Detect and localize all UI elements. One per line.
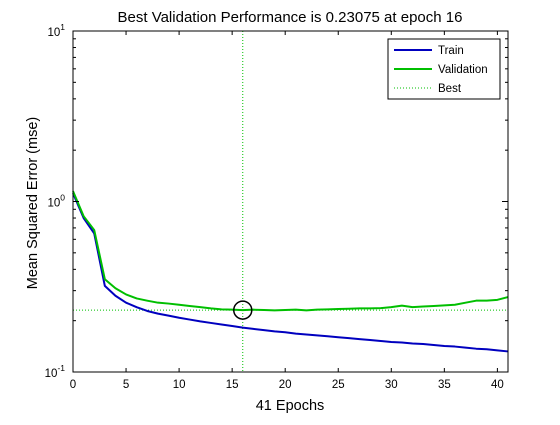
legend-label-best: Best — [438, 83, 462, 95]
y-ticks: 10-1 100 101 — [45, 22, 508, 380]
series-lines — [72, 190, 509, 353]
x-tick-label: 15 — [226, 379, 239, 391]
x-tick-label: 20 — [279, 379, 292, 391]
series-line-validation — [72, 190, 509, 312]
y-tick-label: 101 — [47, 22, 65, 39]
x-tick-label: 5 — [123, 379, 129, 391]
legend-label-train: Train — [438, 45, 464, 57]
best-marker-circle — [233, 300, 253, 320]
x-tick-label: 25 — [332, 379, 345, 391]
best-marker-layer — [233, 300, 253, 320]
x-tick-label: 35 — [438, 379, 451, 391]
legend-label-validation: Validation — [438, 64, 488, 76]
x-tick-label: 30 — [385, 379, 398, 391]
y-tick-label: 10-1 — [45, 363, 66, 380]
x-tick-label: 0 — [70, 379, 76, 391]
y-axis-label: Mean Squared Error (mse) — [25, 117, 41, 289]
legend: Train Validation Best — [387, 38, 501, 100]
x-tick-label: 10 — [173, 379, 186, 391]
chart-title: Best Validation Performance is 0.23075 a… — [118, 9, 463, 26]
x-ticks: 0 5 10 15 20 25 30 35 40 — [70, 31, 504, 391]
x-tick-label: 40 — [491, 379, 504, 391]
x-axis-label: 41 Epochs — [256, 398, 325, 414]
series-line-train — [72, 192, 509, 353]
y-tick-label: 100 — [47, 193, 65, 210]
